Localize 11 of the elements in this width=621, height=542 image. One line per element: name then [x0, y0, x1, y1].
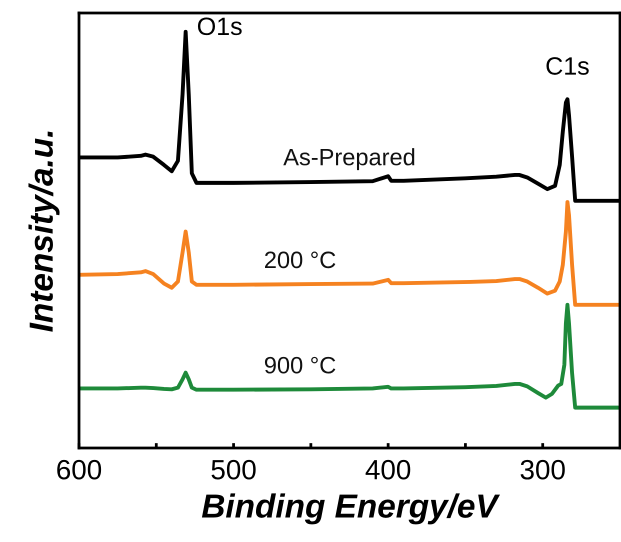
- x-tick-label: 600: [57, 460, 102, 480]
- x-tick-label: 500: [212, 460, 256, 480]
- series-label: 200 °C: [265, 252, 336, 268]
- x-tick-label: 300: [520, 460, 565, 480]
- y-axis-title: Intensity/a.u.: [28, 131, 60, 332]
- series-label: 900 °C: [264, 356, 336, 374]
- annotation: O1s: [198, 17, 242, 36]
- annotation: C1s: [546, 57, 589, 75]
- x-axis-title: Binding Energy/eV: [202, 493, 500, 524]
- series-label: As-Prepared: [283, 148, 414, 170]
- x-tick-label: 400: [366, 460, 410, 480]
